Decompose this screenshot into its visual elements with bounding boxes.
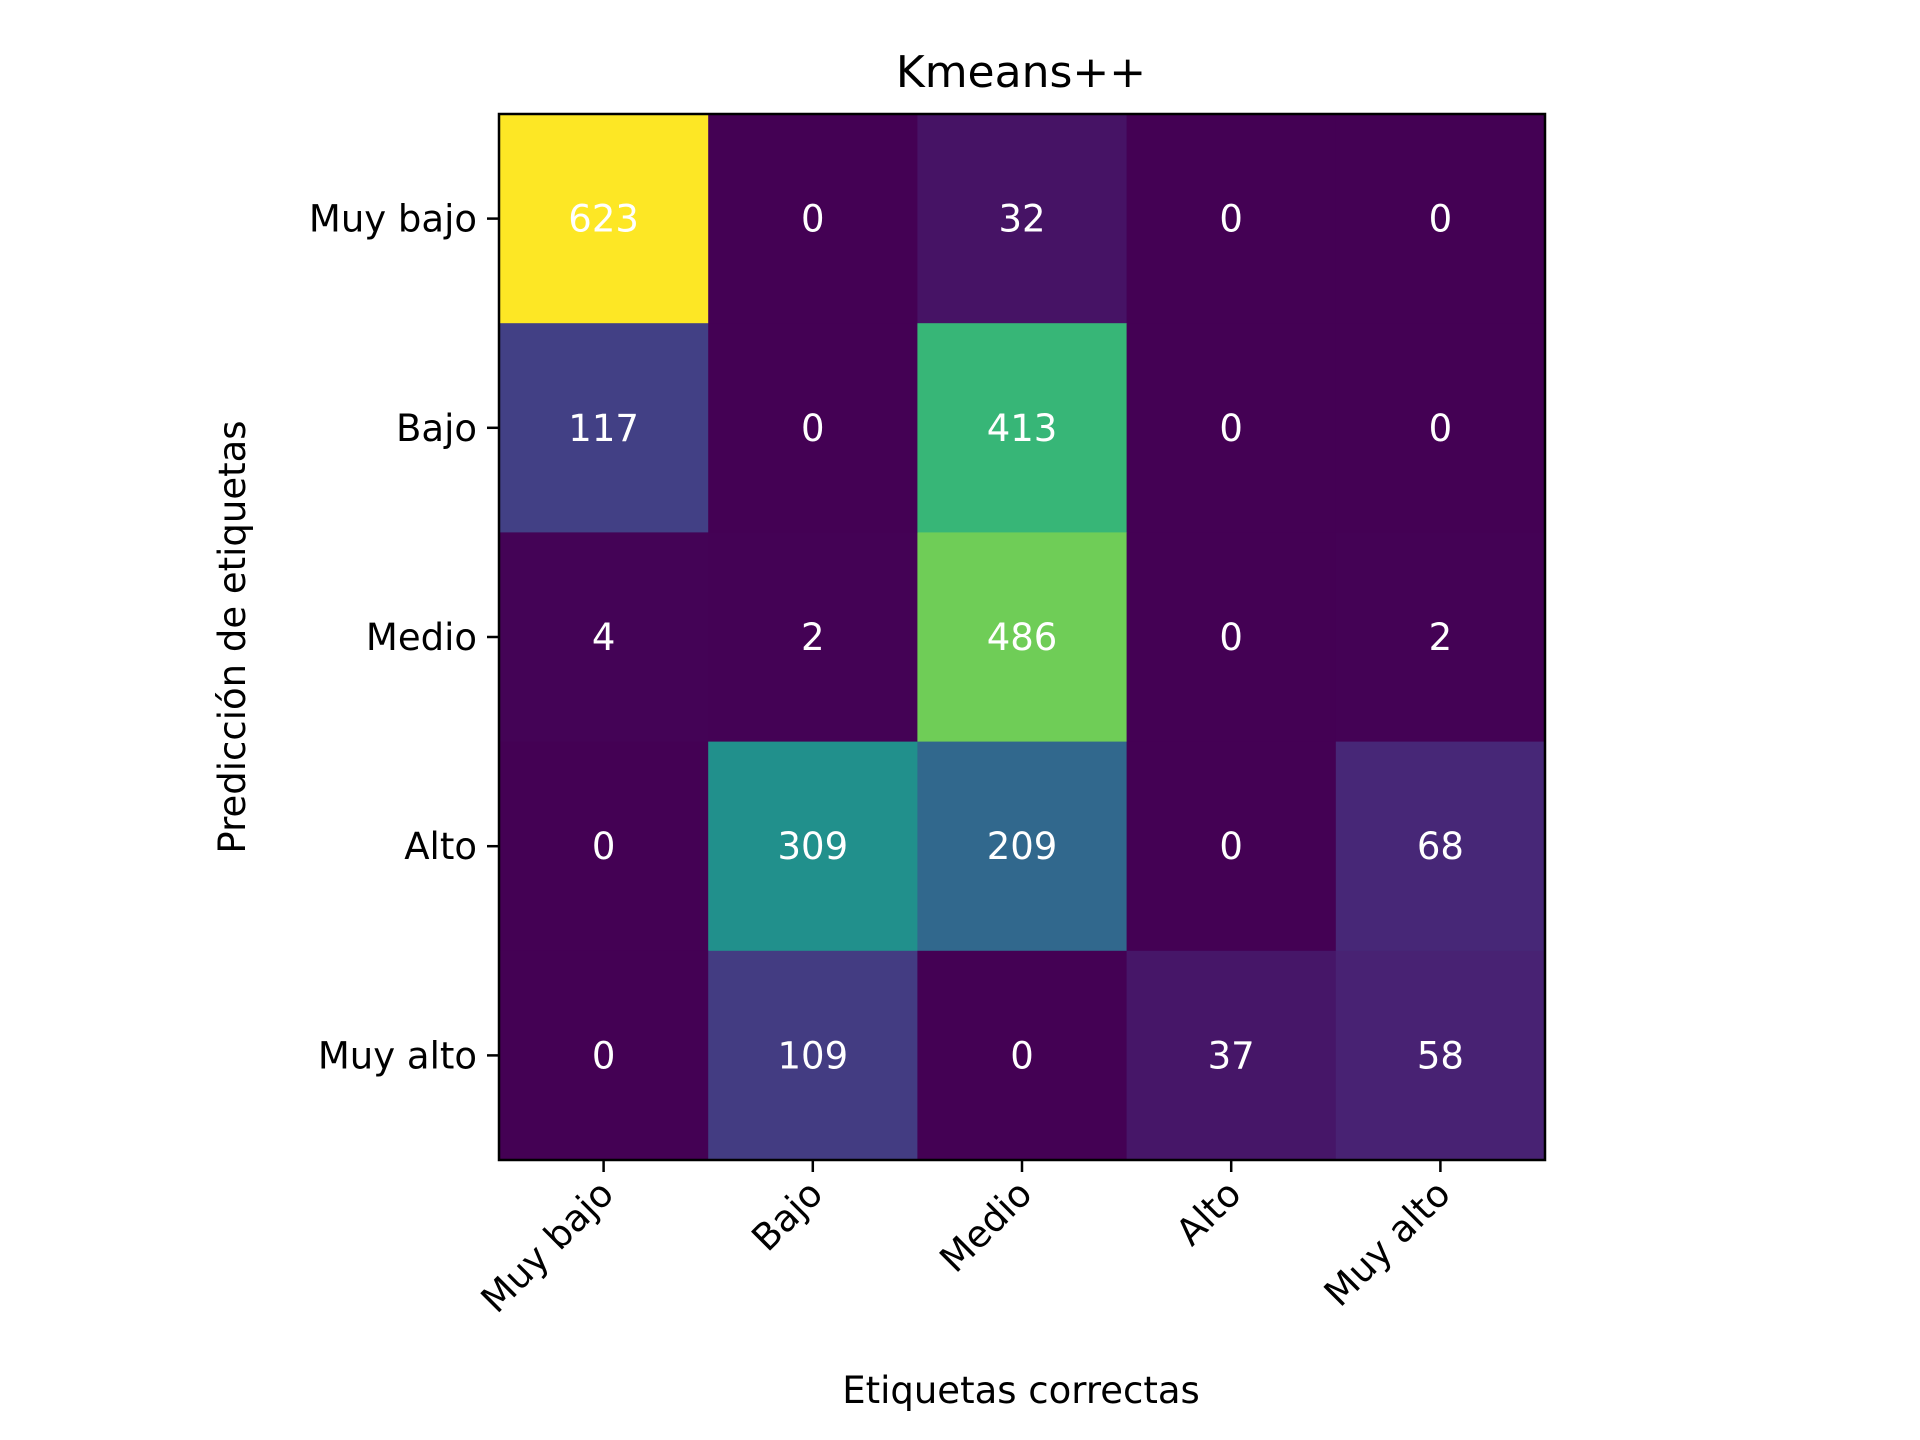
heatmap-cell-r1-c1 [708,323,918,533]
heatmap-cell-r3-c3 [1126,741,1337,952]
cell-value-r1-c1: 0 [801,407,825,450]
cell-value-r4-c2: 0 [1010,1034,1034,1077]
heatmap-cell-r1-c3 [1126,323,1337,533]
cell-value-r0-c2: 32 [998,198,1045,241]
cell-value-r0-c0: 623 [568,198,639,241]
heatmap-cell-r0-c1 [708,114,918,324]
y-axis-label: Predicción de etiquetas [211,420,254,853]
cell-value-r0-c3: 0 [1219,198,1243,241]
heatmap-cell-r2-c3 [1126,532,1337,743]
heatmap-cell-r1-c4 [1335,323,1546,533]
heatmap-cell-r2-c4 [1335,532,1546,743]
cell-value-r3-c4: 68 [1417,825,1464,868]
cell-value-r2-c4: 2 [1429,616,1453,659]
cell-value-r3-c1: 309 [777,825,848,868]
heatmap-cell-r2-c0 [499,532,709,743]
heatmap-cell-r0-c0 [499,114,709,324]
heatmap-cell-r4-c2 [917,950,1128,1161]
heatmap-cell-r3-c1 [708,741,918,952]
heatmap-cell-labels: 623 0 32 0 0 117 0 413 0 0 4 2 486 0 2 0 309 209 0 68 0 109 0 3… [568,198,1464,1078]
heatmap-cell-r0-c3 [1126,114,1337,324]
heatmap-cell-r2-c2 [917,532,1128,743]
y-tick-label: Alto [404,825,477,868]
heatmap-cell-r4-c4 [1335,950,1546,1161]
cell-value-r4-c0: 0 [592,1034,616,1077]
cell-value-r2-c2: 486 [987,616,1058,659]
cell-value-r3-c2: 209 [987,825,1058,868]
cell-value-r4-c1: 109 [777,1034,848,1077]
cell-value-r1-c4: 0 [1429,407,1453,450]
y-axis-ticks: Muy bajo Bajo Medio Alto Muy alto [309,198,499,1077]
heatmap-cell-r3-c4 [1335,741,1546,952]
y-tick-label: Muy alto [318,1034,477,1077]
cell-value-r3-c3: 0 [1219,825,1243,868]
y-tick-label: Medio [366,616,477,659]
cell-value-r2-c1: 2 [801,616,825,659]
cell-value-r0-c4: 0 [1429,198,1453,241]
chart-title: Kmeans++ [896,47,1146,98]
cell-value-r1-c3: 0 [1219,407,1243,450]
heatmap-cell-r0-c4 [1335,114,1546,324]
y-tick-label: Bajo [396,407,477,450]
heatmap-cell-r1-c2 [917,323,1128,533]
cell-value-r3-c0: 0 [592,825,616,868]
x-axis-label: Etiquetas correctas [842,1369,1200,1412]
cell-value-r4-c3: 37 [1208,1034,1255,1077]
cell-value-r2-c3: 0 [1219,616,1243,659]
heatmap-cell-r3-c0 [499,741,709,952]
heatmap-cell-r1-c0 [499,323,709,533]
heatmap-cell-r4-c3 [1126,950,1337,1161]
heatmap-cell-r2-c1 [708,532,918,743]
cell-value-r2-c0: 4 [592,616,616,659]
cell-value-r0-c1: 0 [801,198,825,241]
heatmap-cell-r4-c0 [499,950,709,1161]
heatmap-cell-r3-c2 [917,741,1128,952]
heatmap-cells [499,114,1546,1161]
y-tick-label: Muy bajo [309,198,477,241]
heatmap-cell-r4-c1 [708,950,918,1161]
cell-value-r1-c2: 413 [987,407,1058,450]
heatmap-cell-r0-c2 [917,114,1128,324]
cell-value-r4-c4: 58 [1417,1034,1464,1077]
cell-value-r1-c0: 117 [568,407,639,450]
